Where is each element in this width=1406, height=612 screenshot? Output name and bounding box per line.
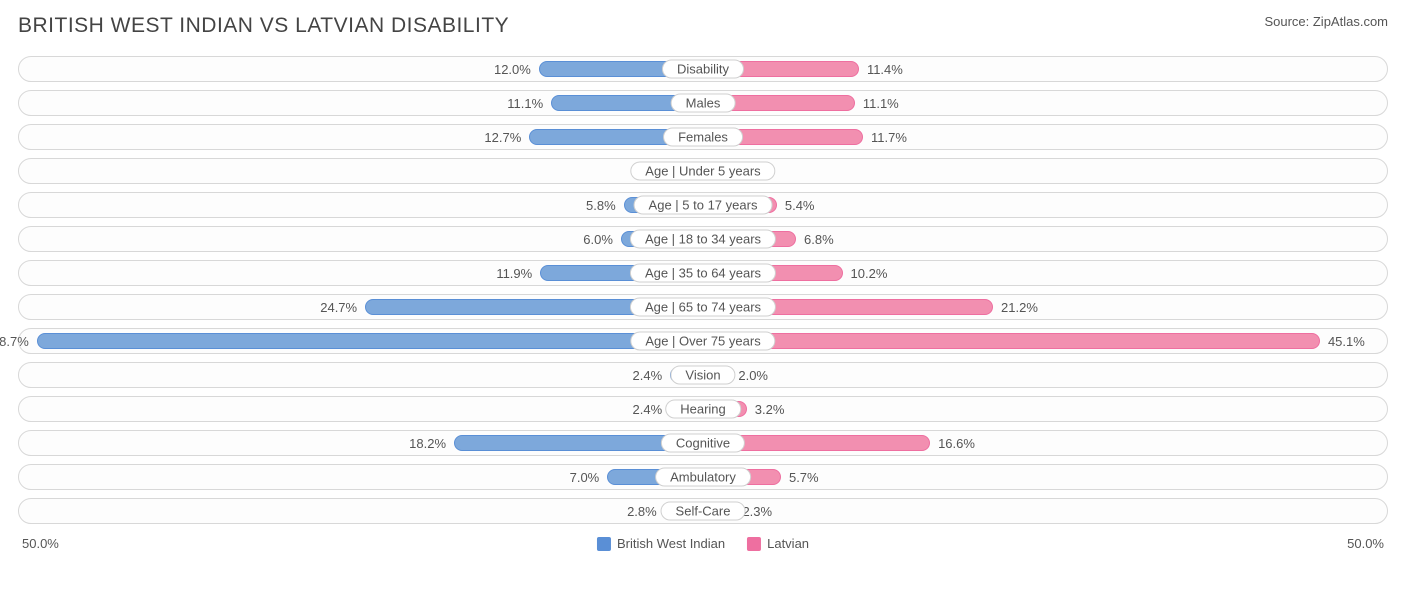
value-right: 45.1% (1328, 329, 1365, 353)
value-right: 16.6% (938, 431, 975, 455)
bar-right (703, 333, 1320, 349)
legend-swatch-right (747, 537, 761, 551)
category-pill: Age | Over 75 years (630, 332, 775, 351)
value-right: 2.3% (742, 499, 772, 523)
chart-row: 11.1% 11.1% Males (18, 90, 1388, 116)
chart-row: 12.0% 11.4% Disability (18, 56, 1388, 82)
value-left: 12.0% (494, 57, 531, 81)
value-left: 18.2% (409, 431, 446, 455)
value-left: 7.0% (570, 465, 600, 489)
value-left: 48.7% (0, 329, 29, 353)
value-left: 5.8% (586, 193, 616, 217)
value-left: 11.9% (496, 261, 532, 285)
category-pill: Ambulatory (655, 468, 751, 487)
chart-row: 24.7% 21.2% Age | 65 to 74 years (18, 294, 1388, 320)
chart-row: 2.4% 2.0%Vision (18, 362, 1388, 388)
value-right: 3.2% (755, 397, 785, 421)
value-right: 6.8% (804, 227, 834, 251)
diverging-bar-chart: 12.0% 11.4% Disability 11.1% 11.1% Males 12.7%… (18, 56, 1388, 524)
value-left: 2.4% (633, 397, 663, 421)
value-right: 5.4% (785, 193, 815, 217)
value-right: 10.2% (851, 261, 888, 285)
category-pill: Cognitive (661, 434, 745, 453)
chart-row: 7.0% 5.7% Ambulatory (18, 464, 1388, 490)
legend-item-left: British West Indian (597, 536, 725, 551)
chart-title: BRITISH WEST INDIAN VS LATVIAN DISABILIT… (18, 14, 509, 38)
value-left: 2.4% (633, 363, 663, 387)
category-pill: Age | 5 to 17 years (634, 196, 773, 215)
chart-row: 5.8% 5.4% Age | 5 to 17 years (18, 192, 1388, 218)
chart-header: BRITISH WEST INDIAN VS LATVIAN DISABILIT… (18, 14, 1388, 38)
value-right: 5.7% (789, 465, 819, 489)
chart-row: 12.7% 11.7% Females (18, 124, 1388, 150)
value-right: 11.1% (863, 91, 899, 115)
value-left: 2.8% (627, 499, 657, 523)
legend-label-right: Latvian (767, 536, 809, 551)
chart-row: 6.0% 6.8% Age | 18 to 34 years (18, 226, 1388, 252)
value-right: 2.0% (738, 363, 768, 387)
chart-row: 2.8% 2.3%Self-Care (18, 498, 1388, 524)
bar-left (37, 333, 703, 349)
category-pill: Males (671, 94, 736, 113)
axis-max-right: 50.0% (1347, 536, 1384, 551)
category-pill: Age | 18 to 34 years (630, 230, 776, 249)
legend-swatch-left (597, 537, 611, 551)
chart-row: 2.4% 3.2% Hearing (18, 396, 1388, 422)
chart-row: 48.7%45.1%Age | Over 75 years (18, 328, 1388, 354)
value-left: 11.1% (507, 91, 543, 115)
chart-legend: British West Indian Latvian (597, 536, 809, 551)
legend-label-left: British West Indian (617, 536, 725, 551)
chart-row: 18.2% 16.6% Cognitive (18, 430, 1388, 456)
category-pill: Age | 65 to 74 years (630, 298, 776, 317)
chart-footer: 50.0% British West Indian Latvian 50.0% (18, 532, 1388, 560)
chart-source: Source: ZipAtlas.com (1264, 14, 1388, 29)
value-left: 24.7% (320, 295, 357, 319)
category-pill: Age | 35 to 64 years (630, 264, 776, 283)
value-right: 11.4% (867, 57, 903, 81)
value-right: 11.7% (871, 125, 907, 149)
category-pill: Age | Under 5 years (630, 162, 775, 181)
category-pill: Disability (662, 60, 744, 79)
category-pill: Females (663, 128, 743, 147)
value-left: 6.0% (583, 227, 613, 251)
axis-max-left: 50.0% (22, 536, 59, 551)
value-left: 12.7% (484, 125, 521, 149)
category-pill: Vision (670, 366, 735, 385)
category-pill: Hearing (665, 400, 741, 419)
legend-item-right: Latvian (747, 536, 809, 551)
chart-row: 11.9% 10.2% Age | 35 to 64 years (18, 260, 1388, 286)
category-pill: Self-Care (661, 502, 746, 521)
value-right: 21.2% (1001, 295, 1038, 319)
chart-row: 0.99%1.3%Age | Under 5 years (18, 158, 1388, 184)
